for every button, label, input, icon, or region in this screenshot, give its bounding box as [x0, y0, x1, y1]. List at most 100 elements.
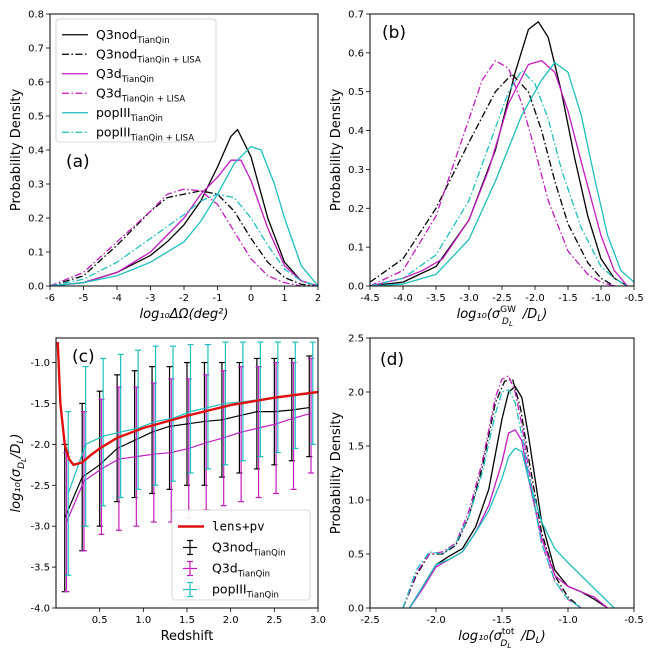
- axes-frame: [55, 337, 319, 609]
- axes-frame: [369, 337, 635, 609]
- median-line: [64, 406, 310, 519]
- x-tick-label: 0.5: [92, 615, 108, 626]
- x-label-sub: D: [502, 317, 509, 327]
- legend-label-main: Q3d: [212, 561, 238, 576]
- x-tick-label: -3.0: [459, 293, 479, 304]
- x-tick-label: -2.5: [492, 293, 512, 304]
- y-tick-label: 0.8: [28, 10, 44, 21]
- x-tick-label: 3.0: [310, 615, 326, 626]
- y-axis-label: Probability Density: [9, 89, 24, 212]
- series-q3d-tianqin: [370, 59, 628, 286]
- panel-d: -2.5 -2.0 -1.5 -1.0 -0.5 0.0 0.5 1.0 1.5 2.0 2.5 (d…: [329, 334, 644, 651]
- plot-area: [50, 128, 318, 286]
- legend-item: Q3nodTianQin: [62, 27, 170, 46]
- y-label-main: log₁₀(σ: [9, 468, 24, 512]
- x-tick-label: -3: [146, 293, 156, 304]
- series-q3nod-tianqin: [61, 355, 313, 593]
- x-label-main: log₁₀(σ: [458, 629, 502, 644]
- legend-label-main: lens+pv: [212, 519, 265, 534]
- x-axis-label: log₁₀ΔΩ(deg²): [140, 307, 229, 322]
- panel-label: (d): [380, 350, 404, 370]
- series-q3nod-tianqin-lisa: [370, 73, 615, 286]
- y-tick-label: 2.5: [348, 334, 364, 345]
- series-q3nod-tianqin: [409, 385, 608, 608]
- y-axis-label: Probability Density: [329, 89, 344, 212]
- y-tick-label: 0.6: [28, 78, 44, 89]
- y-tick-label: -3.0: [30, 522, 50, 533]
- y-tick-label: 0.0: [28, 282, 44, 293]
- x-axis-label: Redshift: [161, 629, 214, 644]
- x-tick-label: -0.5: [624, 615, 644, 626]
- y-tick-label: 0.0: [348, 282, 364, 293]
- legend-label-sub: TianQin + LISA: [130, 133, 195, 143]
- series-q3d-tianqin-lisa: [50, 188, 302, 286]
- legend-item: popIIITianQin: [62, 105, 163, 124]
- legend-label: popIIITianQin + LISA: [96, 124, 194, 143]
- legend-label: Q3nodTianQin: [96, 27, 170, 46]
- y-tick-label: 0.2: [348, 204, 364, 215]
- x-tick-label: -2: [179, 293, 189, 304]
- plot-area: [370, 21, 634, 286]
- x-tick-label: -4.0: [393, 293, 413, 304]
- legend-label-main: popIII: [212, 582, 247, 597]
- legend-label: Q3dTianQin: [96, 66, 154, 85]
- x-label-sub: D: [500, 639, 507, 649]
- y-tick-label: -2.0: [30, 440, 50, 451]
- series-q3nod-tianqin-lisa: [50, 190, 318, 286]
- panel-label: (c): [72, 347, 95, 367]
- series-popiii-tianqin: [65, 341, 316, 576]
- legend-label-main: Q3nod: [96, 27, 137, 42]
- legend-item: lens+pv: [178, 519, 265, 534]
- axes-frame: [49, 13, 319, 287]
- plot-area: [56, 341, 318, 593]
- y-label-tail-sub: L: [16, 439, 26, 444]
- legend-box: [171, 509, 311, 601]
- x-tick-label: 0: [248, 293, 254, 304]
- legend-label: Q3nodTianQin: [212, 540, 286, 559]
- y-axis-label: Probability Density: [329, 412, 344, 535]
- x-tick-label: -2.0: [426, 615, 446, 626]
- y-tick-label: 0.5: [348, 87, 364, 98]
- x-tick-label: -6: [45, 293, 55, 304]
- x-tick-label: -1: [213, 293, 223, 304]
- y-tick-label: 2.0: [348, 388, 364, 399]
- legend-label: Q3dTianQin + LISA: [96, 85, 185, 104]
- plot-area: [402, 375, 615, 608]
- x-tick-label: 1: [281, 293, 287, 304]
- legend-label-main: popIII: [96, 124, 131, 139]
- legend-label: Q3nodTianQin + LISA: [96, 46, 201, 65]
- x-tick-label: -2.0: [525, 293, 545, 304]
- y-tick-label: 0.1: [28, 248, 44, 259]
- series-q3d-tianqin: [50, 159, 318, 286]
- x-label-tail: /D: [520, 629, 535, 644]
- legend-label: Q3dTianQin: [212, 561, 270, 580]
- legend-label: popIIITianQin: [212, 582, 279, 601]
- legend-label: lens+pv: [212, 519, 265, 534]
- legend-item: popIIITianQin: [183, 582, 279, 601]
- y-axis-label: log₁₀(σDL/DL): [9, 434, 28, 513]
- series-popiii-tianqin: [50, 145, 318, 286]
- y-tick-label: 0.7: [28, 44, 44, 55]
- legend-label-main: popIII: [96, 105, 131, 120]
- y-tick-label: 0.4: [348, 126, 364, 137]
- y-tick-label: -3.5: [30, 563, 50, 574]
- y-tick-label: 0.7: [348, 10, 364, 21]
- x-tick-label: -4.5: [360, 293, 380, 304]
- y-label-subsub: L: [20, 458, 28, 462]
- x-tick-label: 2: [315, 293, 321, 304]
- legend-label-sub: TianQin: [246, 591, 279, 601]
- x-tick-label: 1.0: [135, 615, 151, 626]
- y-tick-label: 0.2: [28, 214, 44, 225]
- legend-label-main: Q3nod: [96, 46, 137, 61]
- legend-label-sub: TianQin: [237, 570, 270, 580]
- legend-item: Q3nodTianQin: [183, 540, 286, 559]
- y-tick-label: 0.5: [28, 112, 44, 123]
- legend-label-sub: TianQin: [121, 75, 154, 85]
- series-q3nod-tianqin-lisa: [402, 378, 582, 608]
- y-tick-label: 0.3: [28, 180, 44, 191]
- x-tick-label: -1.5: [492, 615, 512, 626]
- x-tick-label: -0.5: [624, 293, 644, 304]
- legend-box: [55, 18, 217, 143]
- y-label-sub: D: [17, 462, 27, 469]
